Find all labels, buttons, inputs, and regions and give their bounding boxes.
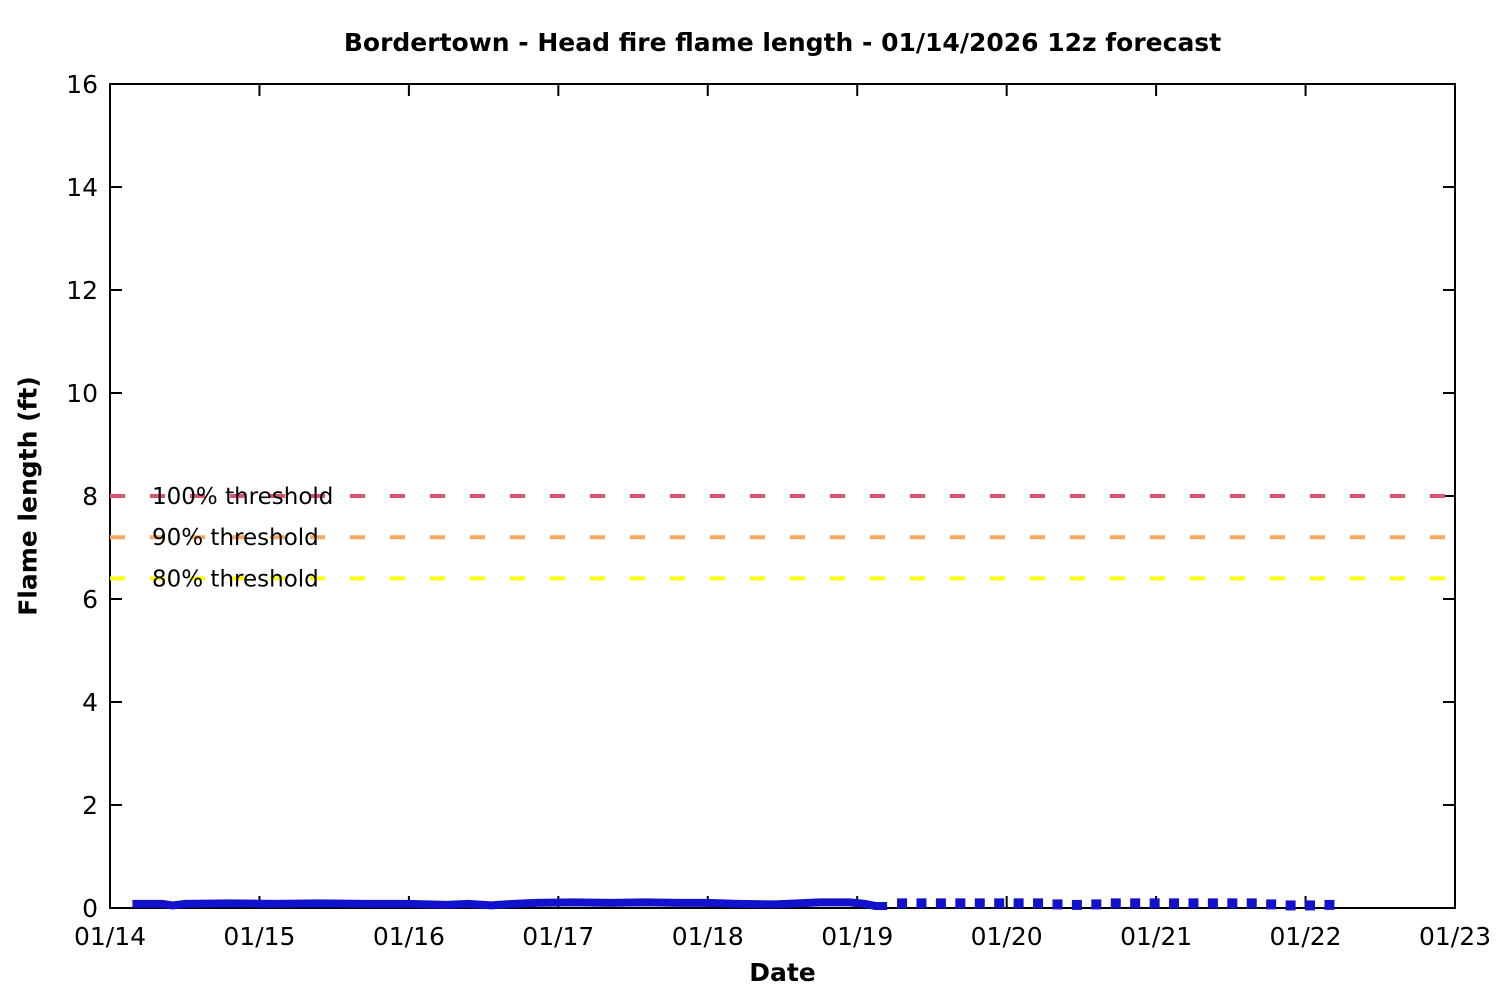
flame-length-dot xyxy=(935,898,946,909)
flame-length-dot xyxy=(1305,900,1316,911)
flame-length-dot xyxy=(1169,898,1180,909)
y-tick-label: 16 xyxy=(66,70,98,99)
flame-length-dot xyxy=(1188,898,1199,909)
x-tick-label: 01/21 xyxy=(1120,922,1192,951)
x-tick-label: 01/18 xyxy=(672,922,744,951)
flame-length-dot xyxy=(1324,899,1335,910)
threshold-label: 80% threshold xyxy=(152,566,319,592)
x-tick-label: 01/14 xyxy=(74,922,146,951)
y-tick-label: 10 xyxy=(66,379,98,408)
y-tick-label: 4 xyxy=(82,688,98,717)
flame-length-dot xyxy=(1013,898,1024,909)
flame-length-dot xyxy=(1149,898,1160,909)
flame-length-dot xyxy=(916,898,927,909)
x-tick-label: 01/23 xyxy=(1419,922,1491,951)
y-axis-title: Flame length (ft) xyxy=(13,376,43,616)
y-tick-label: 14 xyxy=(66,173,98,202)
y-tick-label: 12 xyxy=(66,276,98,305)
x-tick-label: 01/15 xyxy=(223,922,295,951)
threshold-label: 100% threshold xyxy=(152,484,333,510)
flame-length-dot xyxy=(1110,898,1121,909)
x-axis-title: Date xyxy=(749,958,816,987)
x-tick-label: 01/19 xyxy=(821,922,893,951)
x-tick-label: 01/20 xyxy=(971,922,1043,951)
flame-length-dot xyxy=(897,898,908,909)
y-tick-label: 0 xyxy=(82,894,98,923)
x-tick-label: 01/22 xyxy=(1270,922,1342,951)
flame-length-dot xyxy=(1246,898,1257,909)
flame-length-dot xyxy=(974,898,985,909)
y-tick-label: 2 xyxy=(82,791,98,820)
x-tick-label: 01/17 xyxy=(522,922,594,951)
chart-title: Bordertown - Head fire flame length - 01… xyxy=(343,28,1222,57)
flame-length-dot xyxy=(1091,899,1102,910)
x-tick-label: 01/16 xyxy=(373,922,445,951)
flame-length-dot xyxy=(1285,900,1296,911)
flame-length-line xyxy=(132,898,888,910)
flame-length-dot xyxy=(1227,898,1238,909)
flame-length-dot xyxy=(1266,899,1277,910)
flame-length-dot xyxy=(994,898,1005,909)
y-tick-label: 6 xyxy=(82,585,98,614)
flame-length-dot xyxy=(1207,898,1218,909)
flame-length-dot xyxy=(1071,899,1082,910)
y-tick-label: 8 xyxy=(82,482,98,511)
flame-length-dot xyxy=(1130,898,1141,909)
flame-length-dot xyxy=(1052,899,1063,910)
threshold-label: 90% threshold xyxy=(152,525,319,551)
flame-length-dot xyxy=(1033,898,1044,909)
flame-length-dot xyxy=(955,898,966,909)
